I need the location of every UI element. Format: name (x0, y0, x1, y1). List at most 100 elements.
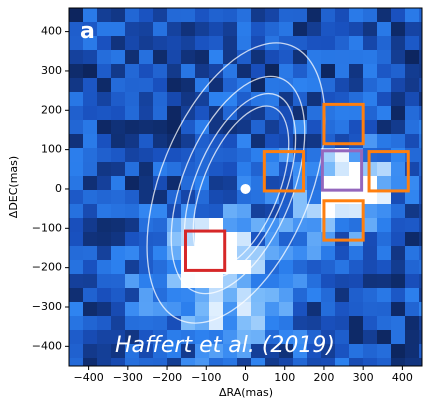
image-pixel (111, 330, 126, 345)
image-pixel (391, 176, 406, 191)
image-pixel (97, 260, 112, 275)
image-pixel (237, 358, 252, 366)
image-pixel (293, 358, 308, 366)
image-pixel (223, 204, 238, 219)
x-axis-label: ΔRA(mas) (219, 386, 273, 399)
image-pixel (363, 106, 378, 121)
image-pixel (97, 36, 112, 51)
image-pixel (195, 288, 210, 303)
image-pixel (321, 330, 336, 345)
image-pixel (363, 50, 378, 65)
image-pixel (307, 218, 322, 233)
image-pixel (251, 64, 266, 79)
image-pixel (83, 92, 98, 107)
image-pixel (167, 302, 182, 317)
image-pixel (405, 302, 420, 317)
image-pixel (391, 106, 406, 121)
image-pixel (223, 22, 238, 37)
image-pixel (223, 176, 238, 191)
image-pixel (167, 260, 182, 275)
image-pixel (321, 176, 336, 191)
image-pixel (195, 120, 210, 135)
image-pixel (279, 330, 294, 345)
image-pixel (195, 358, 210, 366)
image-pixel (125, 162, 140, 177)
image-pixel (405, 260, 420, 275)
image-pixel (181, 288, 196, 303)
image-pixel (125, 92, 140, 107)
image-pixel (153, 288, 168, 303)
image-pixel (377, 162, 392, 177)
image-pixel (181, 22, 196, 37)
image-pixel (209, 358, 224, 366)
y-tick-label: −300 (32, 300, 62, 313)
image-pixel (139, 176, 154, 191)
image-pixel (363, 330, 378, 345)
image-pixel (209, 218, 224, 233)
image-pixel (377, 246, 392, 261)
image-pixel (69, 288, 84, 303)
image-pixel (97, 176, 112, 191)
image-pixel (391, 36, 406, 51)
image-pixel (377, 344, 392, 359)
image-pixel (391, 330, 406, 345)
image-pixel (69, 190, 84, 205)
image-pixel (391, 50, 406, 65)
image-pixel (167, 358, 182, 366)
image-pixel (83, 50, 98, 65)
image-pixel (83, 120, 98, 135)
image-pixel (279, 358, 294, 366)
image-pixel (279, 92, 294, 107)
image-pixel (97, 162, 112, 177)
image-pixel (181, 162, 196, 177)
image-pixel (321, 274, 336, 289)
image-pixel (125, 148, 140, 163)
x-tick-label: −300 (113, 371, 143, 384)
image-pixel (153, 232, 168, 247)
image-pixel (209, 120, 224, 135)
aperture-box (322, 102, 365, 146)
image-pixel (307, 148, 322, 163)
image-pixel (349, 78, 364, 93)
image-pixel (363, 246, 378, 261)
image-pixel (139, 50, 154, 65)
image-pixel (167, 316, 182, 331)
image-pixel (265, 134, 280, 149)
image-pixel (265, 358, 280, 366)
image-pixel (405, 232, 420, 247)
image-pixel (251, 274, 266, 289)
image-pixel (97, 232, 112, 247)
image-pixel (237, 204, 252, 219)
image-pixel (265, 288, 280, 303)
image-pixel (307, 8, 322, 23)
image-pixel (377, 78, 392, 93)
image-pixel (83, 134, 98, 149)
image-pixel (265, 330, 280, 345)
image-pixel (153, 92, 168, 107)
image-pixel (209, 204, 224, 219)
image-pixel (167, 36, 182, 51)
image-pixel (111, 36, 126, 51)
image-pixel (405, 274, 420, 289)
image-pixel (97, 344, 112, 359)
image-pixel (223, 8, 238, 23)
image-pixel (153, 22, 168, 37)
image-pixel (195, 344, 210, 359)
image-pixel (419, 204, 422, 219)
image-pixel (195, 232, 210, 247)
image-pixel (69, 36, 84, 51)
image-pixel (307, 232, 322, 247)
image-pixel (153, 204, 168, 219)
image-pixel (405, 36, 420, 51)
image-pixel (307, 288, 322, 303)
image-pixel (111, 246, 126, 261)
image-pixel (69, 50, 84, 65)
image-pixel (363, 316, 378, 331)
image-pixel (293, 274, 308, 289)
image-pixel (223, 316, 238, 331)
image-pixel (167, 274, 182, 289)
image-pixel (69, 120, 84, 135)
image-pixel (419, 64, 422, 79)
image-pixel (209, 162, 224, 177)
